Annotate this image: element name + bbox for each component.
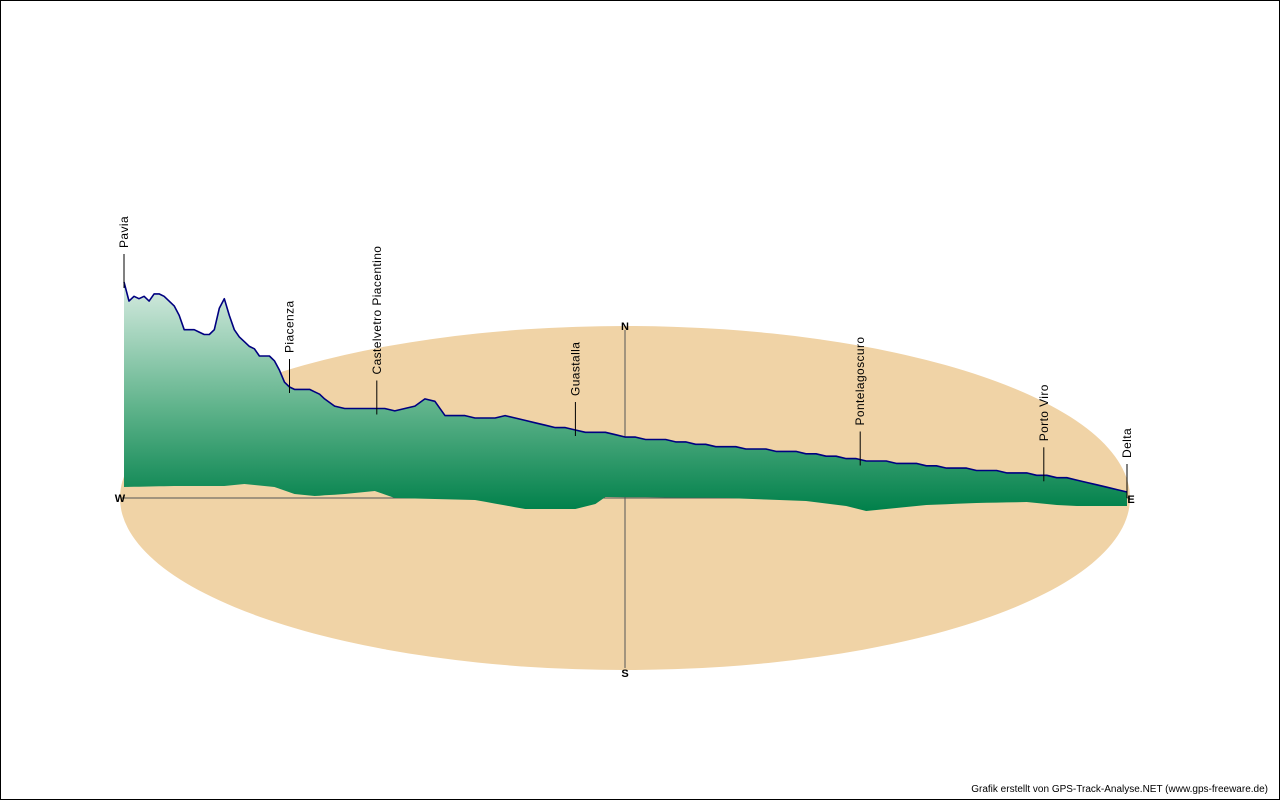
place-markers: Pavia Piacenza Castelvetro Piacentino Guast… <box>117 216 1134 498</box>
place-label: Guastalla <box>568 342 582 396</box>
compass-south: S <box>621 668 628 680</box>
place-label: Piacenza <box>283 300 297 353</box>
place-label: Pavia <box>117 216 131 248</box>
compass-north: N <box>621 321 629 333</box>
place-label: Delta <box>1120 428 1134 458</box>
place-label: Pontelagoscuro <box>853 337 867 426</box>
elevation-profile <box>123 281 1128 511</box>
credit-text: Grafik erstellt von GPS-Track-Analyse.NE… <box>971 784 1268 795</box>
compass-east: E <box>1127 494 1134 506</box>
place-label: Castelvetro Piacentino <box>370 246 384 375</box>
elevation-line <box>123 281 1128 493</box>
elevation-area <box>124 282 1127 511</box>
place-label: Porto Viro <box>1037 384 1051 441</box>
compass-west: W <box>115 493 126 505</box>
